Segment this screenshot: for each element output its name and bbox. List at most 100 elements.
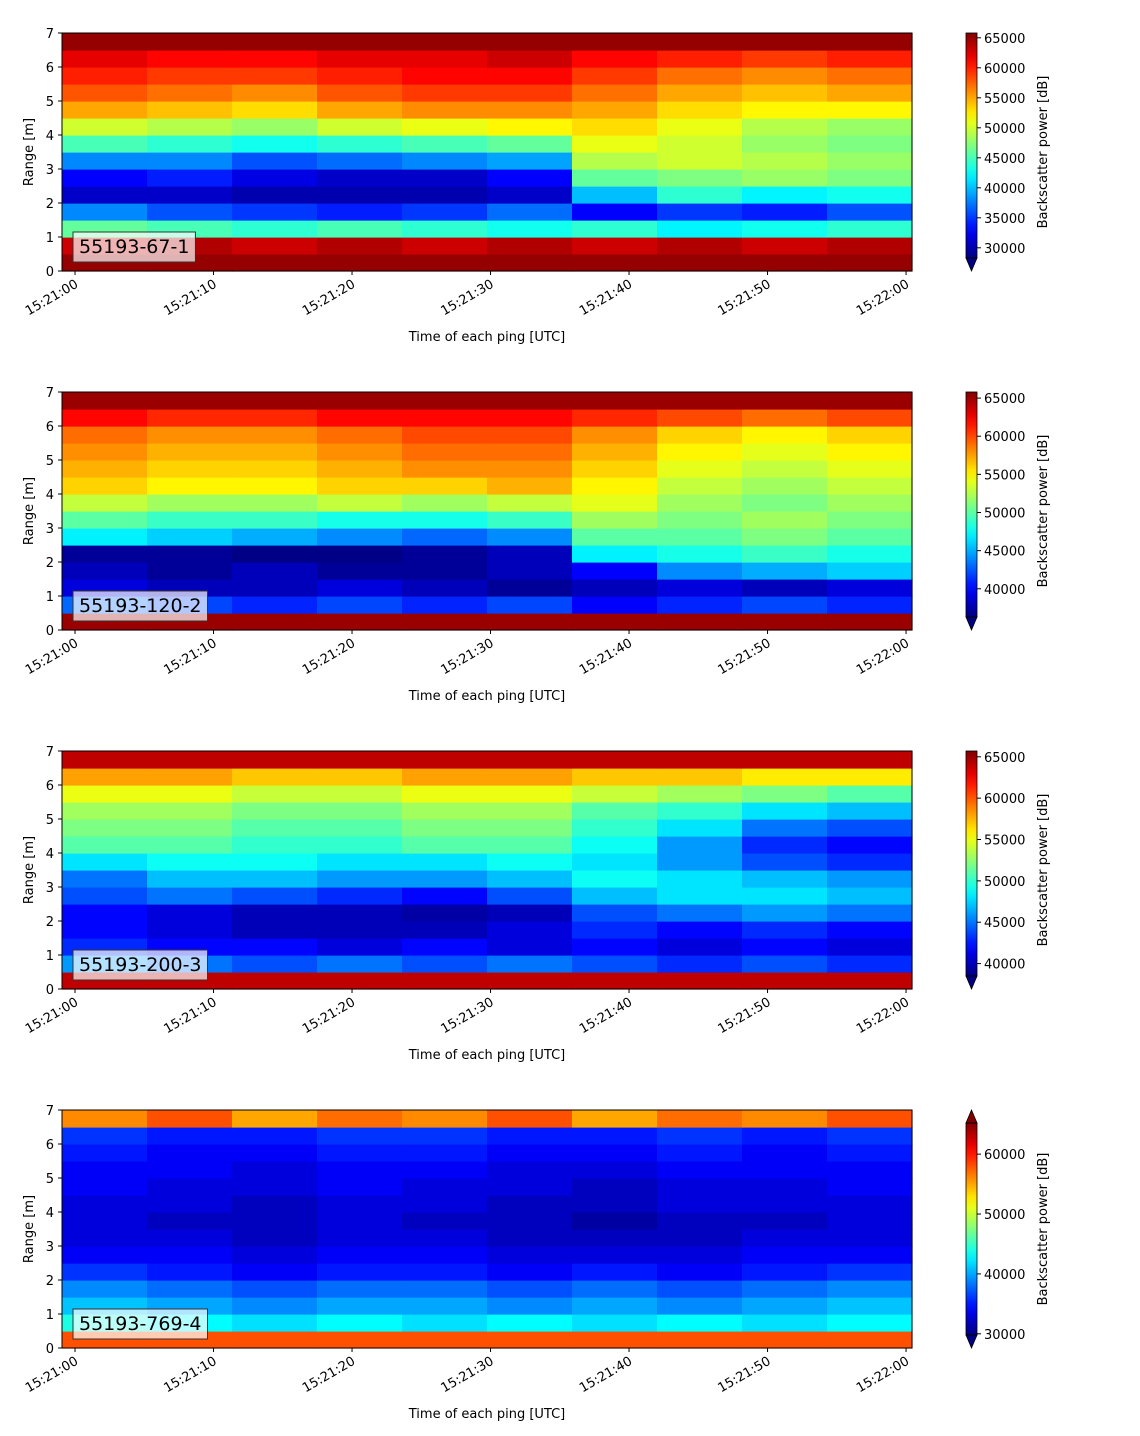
heatmap-cell	[62, 101, 148, 119]
y-tick-label: 3	[46, 1240, 54, 1255]
heatmap-cell	[232, 1246, 318, 1264]
colorbar-tick-label: 50000	[984, 507, 1025, 522]
heatmap-cell	[487, 494, 573, 512]
heatmap-cell	[487, 836, 573, 854]
x-axis-label: Time of each ping [UTC]	[408, 689, 566, 704]
heatmap-cell	[402, 1331, 488, 1349]
heatmap-cell	[487, 186, 573, 204]
heatmap-cell	[232, 118, 318, 136]
heatmap-cell	[317, 511, 403, 529]
heatmap-cell	[572, 392, 658, 410]
heatmap-cell	[487, 887, 573, 905]
heatmap-cell	[657, 220, 743, 238]
heatmap-cell	[147, 545, 233, 563]
heatmap-cell	[232, 1280, 318, 1298]
colorbar-tick-label: 65000	[984, 32, 1025, 47]
heatmap-cell	[572, 1161, 658, 1179]
heatmap-cell	[657, 768, 743, 786]
colorbar-tick-label: 40000	[984, 958, 1025, 973]
heatmap-cell	[62, 836, 148, 854]
panel-label: 55193-120-2	[79, 595, 202, 617]
heatmap-cell	[317, 67, 403, 85]
heatmap-cell	[62, 135, 148, 153]
heatmap-cell	[827, 169, 913, 187]
heatmap-cell	[317, 613, 403, 631]
colorbar-tick-label: 55000	[984, 834, 1025, 849]
heatmap-cell	[487, 1127, 573, 1145]
heatmap-cell	[742, 1195, 828, 1213]
heatmap-cell	[827, 1246, 913, 1264]
y-tick-label: 5	[46, 813, 54, 828]
heatmap-cell	[827, 938, 913, 956]
heatmap-cell	[232, 955, 318, 973]
heatmap-cell	[742, 972, 828, 990]
heatmap-cell	[487, 1229, 573, 1247]
heatmap-cell	[402, 237, 488, 255]
heatmap-cell	[402, 972, 488, 990]
heatmap-cell	[317, 972, 403, 990]
heatmap-cell	[147, 392, 233, 410]
heatmap-cell	[402, 802, 488, 820]
heatmap-cell	[232, 511, 318, 529]
heatmap-cell	[232, 443, 318, 461]
heatmap-cell	[317, 50, 403, 68]
x-tick-label: 15:21:20	[300, 636, 358, 678]
heatmap-cell	[487, 67, 573, 85]
heatmap-cell	[572, 545, 658, 563]
heatmap-cell	[487, 1297, 573, 1315]
heatmap-cell	[657, 426, 743, 444]
heatmap-cell	[742, 819, 828, 837]
heatmap-cell	[232, 33, 318, 51]
x-tick-label: 15:21:20	[300, 995, 358, 1037]
heatmap-cell	[402, 528, 488, 546]
x-axis-label: Time of each ping [UTC]	[408, 1048, 566, 1063]
heatmap-cell	[572, 579, 658, 597]
y-tick-label: 6	[46, 1138, 54, 1153]
y-tick-label: 2	[46, 556, 54, 571]
colorbar-tick-label: 65000	[984, 751, 1025, 766]
heatmap-cell	[572, 751, 658, 769]
heatmap-cell	[572, 904, 658, 922]
heatmap-cell	[742, 186, 828, 204]
heatmap-cell	[827, 460, 913, 478]
heatmap-cell	[232, 409, 318, 427]
heatmap-cell	[742, 118, 828, 136]
heatmap-cell	[317, 887, 403, 905]
heatmap-cell	[572, 1229, 658, 1247]
x-axis-label: Time of each ping [UTC]	[408, 330, 566, 345]
x-tick-label: 15:22:00	[854, 277, 912, 319]
heatmap-cell	[62, 67, 148, 85]
heatmap-cell	[487, 460, 573, 478]
heatmap-cell	[487, 613, 573, 631]
heatmap-cell	[317, 1297, 403, 1315]
colorbar-tick-label: 35000	[984, 212, 1025, 227]
heatmap-cell	[657, 50, 743, 68]
heatmap-cell	[62, 1212, 148, 1230]
heatmap-cell	[827, 904, 913, 922]
heatmap-cell	[232, 220, 318, 238]
y-tick-label: 3	[46, 881, 54, 896]
heatmap-cell	[742, 220, 828, 238]
heatmap-cell	[232, 904, 318, 922]
x-tick-label: 15:21:10	[161, 636, 219, 678]
heatmap-cell	[572, 785, 658, 803]
heatmap-cell	[827, 237, 913, 255]
y-axis-label: Range [m]	[22, 477, 37, 545]
heatmap-cell	[657, 1178, 743, 1196]
heatmap-cell	[572, 118, 658, 136]
heatmap-cell	[657, 511, 743, 529]
x-tick-label: 15:21:20	[300, 277, 358, 319]
heatmap-cell	[742, 135, 828, 153]
heatmap-cell	[657, 853, 743, 871]
heatmap-cell	[147, 853, 233, 871]
heatmap-cell	[232, 426, 318, 444]
y-tick-label: 4	[46, 488, 54, 503]
colorbar-frame	[965, 750, 978, 977]
heatmap-cell	[742, 836, 828, 854]
colorbar-tick-label: 45000	[984, 545, 1025, 560]
heatmap-cell	[147, 67, 233, 85]
heatmap-cell	[487, 785, 573, 803]
colorbar-tick-label: 45000	[984, 916, 1025, 931]
heatmap-cell	[657, 887, 743, 905]
heatmap-cell	[317, 101, 403, 119]
